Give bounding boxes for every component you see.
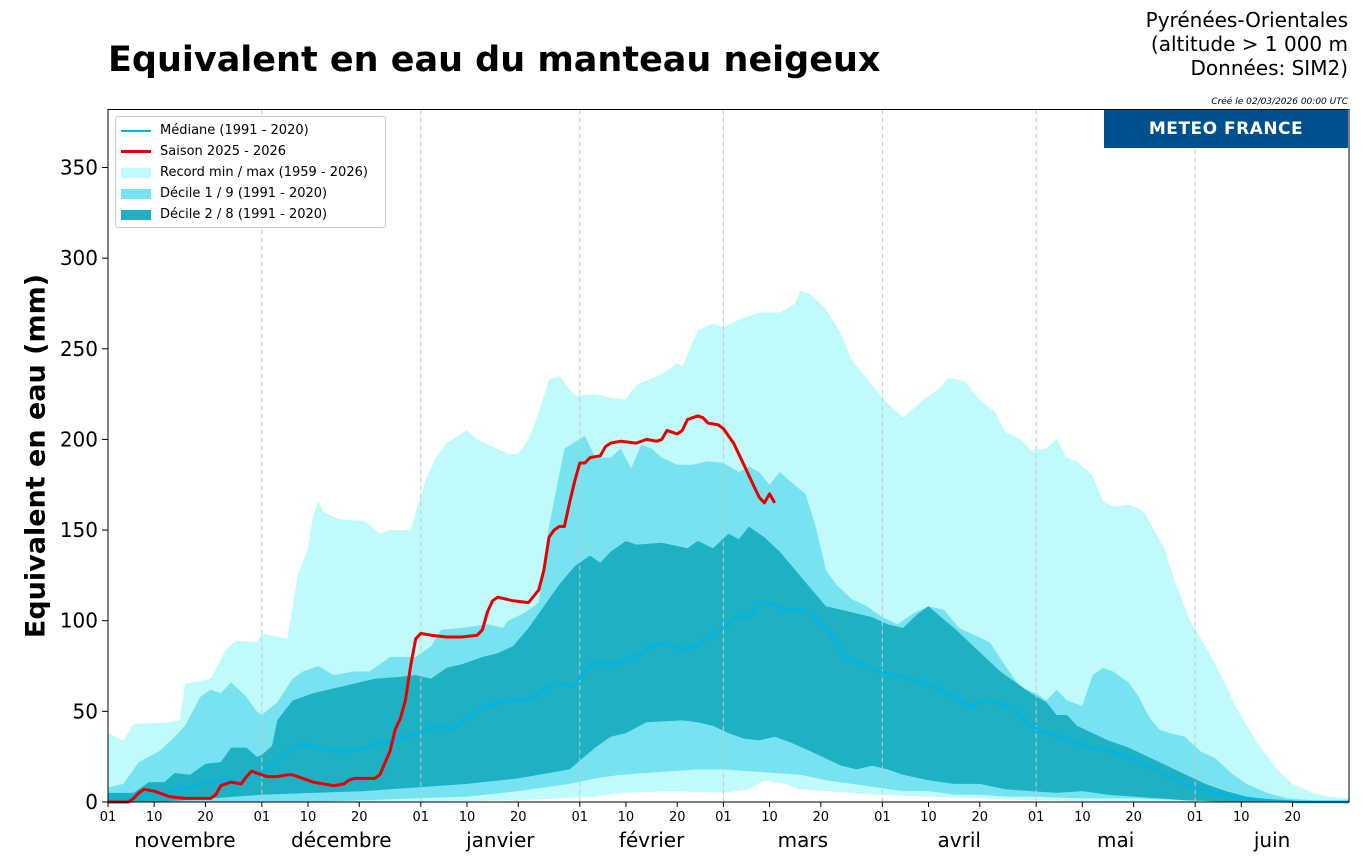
x-day-tick-label: 20: [1284, 810, 1301, 825]
y-tick-label: 250: [60, 337, 98, 361]
legend-label: Décile 2 / 8 (1991 - 2020): [160, 207, 328, 222]
legend-label: Record min / max (1959 - 2026): [160, 165, 368, 180]
x-day-tick-label: 01: [100, 810, 117, 825]
legend-item: Décile 2 / 8 (1991 - 2020): [116, 204, 385, 225]
x-day-tick-label: 20: [813, 810, 830, 825]
creation-date: Créé le 02/03/2026 00:00 UTC: [1211, 97, 1348, 107]
y-tick-label: 200: [60, 427, 98, 451]
legend-label: Médiane (1991 - 2020): [160, 123, 309, 138]
legend-swatch: [121, 167, 151, 178]
legend-item: Décile 1 / 9 (1991 - 2020): [116, 183, 385, 204]
x-day-tick-label: 01: [413, 810, 430, 825]
x-day-tick-label: 10: [761, 810, 778, 825]
median-line: [107, 601, 1349, 804]
x-day-tick-label: 10: [920, 810, 937, 825]
meteo-france-logo: METEO FRANCE: [1104, 110, 1348, 148]
y-tick-label: 100: [60, 609, 98, 633]
legend-label: Décile 1 / 9 (1991 - 2020): [160, 186, 328, 201]
y-tick-label: 150: [60, 518, 98, 542]
x-month-label: avril: [938, 828, 981, 852]
x-day-tick-label: 01: [715, 810, 732, 825]
x-day-tick-label: 20: [197, 810, 214, 825]
legend-label: Saison 2025 - 2026: [160, 144, 287, 159]
x-day-tick-label: 01: [874, 810, 891, 825]
legend-item: Record min / max (1959 - 2026): [116, 162, 385, 183]
legend-swatch: [121, 129, 151, 132]
bands-layer: [108, 290, 1349, 802]
x-day-tick-label: 10: [1074, 810, 1091, 825]
x-day-tick-label: 20: [351, 810, 368, 825]
x-month-label: janvier: [465, 828, 535, 852]
x-month-label: février: [619, 828, 685, 852]
x-day-tick-label: 20: [1125, 810, 1142, 825]
x-day-tick-label: 20: [669, 810, 686, 825]
x-day-tick-label: 10: [459, 810, 476, 825]
chart-title: Equivalent en eau du manteau neigeux: [108, 40, 881, 80]
legend: Médiane (1991 - 2020) Saison 2025 - 2026 R…: [115, 116, 386, 228]
x-month-label: décembre: [291, 828, 392, 852]
region-name: Pyrénées-Orientales: [1145, 8, 1348, 32]
legend-swatch: [121, 209, 151, 220]
plot-frame: [107, 109, 1350, 803]
y-tick-label: 50: [73, 699, 98, 723]
x-month-label: juin: [1253, 828, 1290, 852]
x-month-label: novembre: [134, 828, 235, 852]
lines-layer: [107, 414, 1349, 804]
y-tick-label: 300: [60, 246, 98, 270]
region-info: Pyrénées-Orientales (altitude > 1 000 m …: [1146, 8, 1348, 80]
legend-item: Saison 2025 - 2026: [116, 141, 385, 162]
x-day-tick-label: 20: [972, 810, 989, 825]
x-day-tick-label: 20: [510, 810, 527, 825]
x-day-tick-label: 01: [1028, 810, 1045, 825]
x-day-tick-label: 10: [146, 810, 163, 825]
season-line: [108, 414, 777, 804]
x-month-label: mars: [778, 828, 828, 852]
x-month-label: mai: [1097, 828, 1134, 852]
region-source: Données: SIM2): [1190, 56, 1349, 80]
x-day-tick-label: 01: [254, 810, 271, 825]
axes-layer: 0 50 100 150 200 250 300 350 01 10 20 novembre 01 10 2…: [60, 156, 1301, 852]
x-day-tick-label: 01: [1187, 810, 1204, 825]
region-altitude: (altitude > 1 000 m: [1150, 32, 1348, 56]
legend-swatch: [121, 188, 151, 199]
x-day-tick-label: 10: [618, 810, 635, 825]
y-tick-label: 0: [85, 790, 98, 814]
x-day-tick-label: 01: [572, 810, 589, 825]
x-day-tick-label: 10: [1233, 810, 1250, 825]
legend-swatch: [121, 150, 151, 153]
y-tick-label: 350: [60, 156, 98, 180]
x-day-tick-label: 10: [300, 810, 317, 825]
legend-item: Médiane (1991 - 2020): [116, 120, 385, 141]
